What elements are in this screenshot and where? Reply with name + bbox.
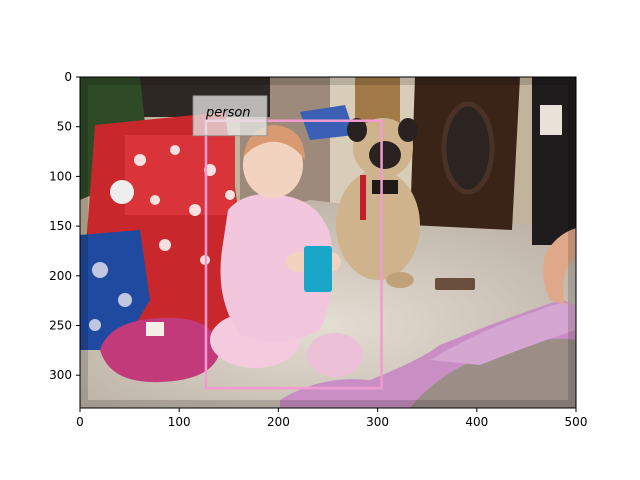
phone-on-floor <box>435 278 475 290</box>
y-tick-label: 300 <box>49 368 72 382</box>
snowman-pattern <box>89 262 132 331</box>
x-tick-label: 400 <box>465 415 488 429</box>
detection-label-box <box>192 95 268 137</box>
x-tick-label: 0 <box>76 415 84 429</box>
y-tick-label: 100 <box>49 169 72 183</box>
y-tick-label: 200 <box>49 269 72 283</box>
magenta-hat <box>100 317 220 383</box>
y-tick-label: 150 <box>49 219 72 233</box>
baby <box>210 125 363 377</box>
y-tick-label: 250 <box>49 318 72 332</box>
pink-garment <box>430 303 576 365</box>
wall-outlet <box>540 105 562 135</box>
x-axis: 0 100 200 300 400 500 <box>76 408 587 429</box>
axes-frame <box>79 76 577 409</box>
x-tick-label: 300 <box>366 415 389 429</box>
cabinet-opening <box>441 101 495 195</box>
y-axis: 0 50 100 150 200 250 300 <box>49 70 80 382</box>
photo <box>80 77 576 408</box>
y-tick-label: 0 <box>64 70 72 84</box>
gift-bag <box>300 105 355 140</box>
detection-label-text: person <box>205 106 251 121</box>
adult-arm <box>543 228 576 305</box>
x-tick-label: 200 <box>267 415 290 429</box>
detection-box-person <box>204 119 383 390</box>
hat-tag <box>146 322 164 336</box>
detections-layer: person <box>192 95 383 390</box>
present-pattern <box>134 145 235 265</box>
snowman-toy <box>110 180 134 204</box>
gray-pillow <box>410 338 576 408</box>
pug-dog <box>336 118 420 288</box>
blue-cup <box>304 246 332 292</box>
x-tick-label: 500 <box>565 415 588 429</box>
present-box <box>125 135 235 215</box>
y-tick-label: 50 <box>57 120 72 134</box>
x-tick-label: 100 <box>168 415 191 429</box>
